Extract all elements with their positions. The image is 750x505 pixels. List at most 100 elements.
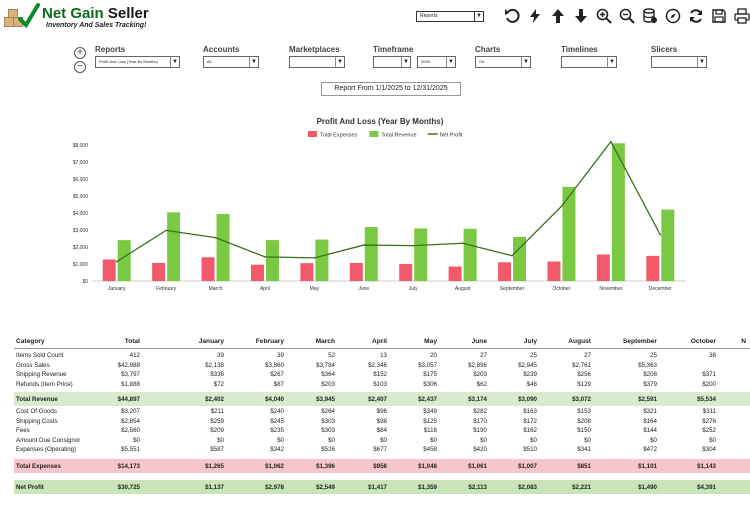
table-row: Expenses (Operating) $5,551 $587 $342 $526 $6… (14, 445, 750, 455)
bar-total-revenue (216, 213, 230, 281)
table-cell: $3,174 (468, 396, 487, 403)
bar-total-revenue (463, 228, 477, 281)
table-cell: $0 (430, 436, 437, 444)
table-cell: $0 (584, 436, 591, 444)
table-cell: $3,072 (572, 396, 591, 403)
table-cell: $321 (643, 408, 657, 415)
accounts-select[interactable]: All ▼ (203, 56, 259, 68)
x-tick-label: October (553, 286, 571, 292)
move-down-button[interactable] (569, 6, 592, 26)
table-cell: $1,143 (697, 463, 716, 470)
table-cell: $5,534 (697, 396, 716, 403)
table-cell: $0 (709, 436, 716, 444)
row-label: Category (16, 338, 45, 345)
table-cell: $2,113 (468, 484, 487, 491)
undo-button[interactable] (500, 6, 523, 26)
timeframe-select[interactable]: ▼ (373, 56, 411, 68)
reports-select[interactable]: Profit And Loss (Year By Months) ▼ (95, 56, 180, 68)
table-cell: $5,363 (638, 361, 657, 369)
row-label: Amount Due Consignor (16, 436, 81, 444)
table-cell: $125 (423, 417, 437, 425)
collapse-button[interactable]: − (74, 61, 86, 73)
table-cell: 25 (530, 352, 537, 359)
chart-title: Profit And Loss (Year By Months) (317, 117, 444, 126)
table-cell: $1,007 (518, 463, 537, 470)
header-divider (14, 348, 750, 349)
table-cell: $208 (577, 417, 591, 425)
profit-loss-chart: Profit And Loss (Year By Months) Total Ex… (60, 108, 700, 308)
table-cell: $0 (133, 436, 140, 444)
table-cell: $2,560 (121, 427, 140, 434)
table-cell: $0 (277, 436, 284, 444)
table-cell: $164 (643, 417, 657, 425)
point-net-profit (659, 233, 662, 236)
report-type-select[interactable]: Reports ▼ (416, 11, 484, 22)
zoom-in-button[interactable] (592, 6, 615, 26)
x-tick-label: January (108, 286, 126, 292)
table-cell: $208 (643, 371, 657, 378)
database-button[interactable] (638, 6, 661, 26)
bar-total-expenses (152, 262, 166, 281)
x-tick-label: November (599, 286, 622, 292)
table-cell: 39 (217, 352, 224, 359)
zoom-out-button[interactable] (615, 6, 638, 26)
table-row: Items Sold Count 412 39 39 52 13 20 27 25 27 25 38 (14, 351, 750, 361)
table-row: Shipping Costs $2,854 $259 $245 $303 $98 $125 $… (14, 417, 750, 427)
move-up-button[interactable] (546, 6, 569, 26)
row-label: Items Sold Count (16, 352, 64, 359)
table-cell: $2,083 (518, 484, 537, 491)
table-cell: 39 (277, 352, 284, 359)
table-cell: $364 (321, 371, 335, 378)
expand-button[interactable]: + (74, 47, 86, 59)
print-button[interactable] (730, 6, 750, 26)
save-button[interactable] (707, 6, 730, 26)
checkmark-icon (18, 3, 40, 29)
table-cell: $526 (321, 446, 335, 453)
chevron-down-icon: ▼ (249, 57, 258, 67)
report-range-button[interactable]: Report From 1/1/2025 to 12/31/2025 (321, 82, 461, 96)
zoom-in-icon (596, 8, 612, 24)
table-cell: $0 (380, 436, 387, 444)
table-cell: $304 (702, 446, 716, 453)
timeframe-year-select[interactable]: 2025 ▼ (417, 56, 456, 68)
marketplaces-select[interactable]: ▼ (289, 56, 345, 68)
point-net-profit (412, 244, 415, 247)
point-net-profit (461, 242, 464, 245)
x-tick-label: June (358, 286, 369, 292)
table-cell: $1,359 (418, 484, 437, 491)
table-cell: $96 (376, 408, 387, 415)
slicers-select[interactable]: ▼ (651, 56, 707, 68)
charts-select[interactable]: On ▼ (475, 56, 531, 68)
table-row: Shipping Revenue $3,797 $336 $267 $364 $152 $1… (14, 370, 750, 380)
table-cell: $150 (577, 427, 591, 434)
row-label: Expenses (Operating) (16, 446, 77, 453)
marketplaces-label: Marketplaces (289, 45, 340, 54)
table-cell: $851 (577, 463, 591, 470)
table-cell: $458 (423, 446, 437, 453)
x-tick-label: April (260, 286, 270, 292)
table-cell: 27 (480, 352, 487, 359)
table-cell: $87 (273, 380, 284, 388)
refresh-data-button[interactable] (523, 6, 546, 26)
table-cell: August (568, 338, 591, 345)
table-cell: $144 (643, 427, 657, 434)
table-cell: 25 (650, 352, 657, 359)
navigate-button[interactable] (661, 6, 684, 26)
refresh-button[interactable] (684, 6, 707, 26)
chart-svg: Profit And Loss (Year By Months) Total Ex… (73, 117, 685, 292)
table-cell: $30,725 (117, 484, 140, 491)
bar-total-revenue (117, 240, 131, 281)
table-cell: $0 (217, 436, 224, 444)
row-label: Cost Of Goods (16, 408, 57, 415)
bar-total-expenses (102, 259, 116, 281)
y-tick-label: $1,000 (73, 262, 89, 268)
table-cell: $62 (476, 380, 487, 388)
table-cell: $371 (702, 371, 716, 378)
table-cell: 13 (380, 352, 387, 359)
table-cell: $303 (321, 417, 335, 425)
y-tick-label: $5,000 (73, 194, 89, 200)
timelines-select[interactable]: ▼ (561, 56, 617, 68)
y-tick-label: $6,000 (73, 177, 89, 183)
toolbar (500, 6, 750, 26)
table-cell: $0 (530, 436, 537, 444)
